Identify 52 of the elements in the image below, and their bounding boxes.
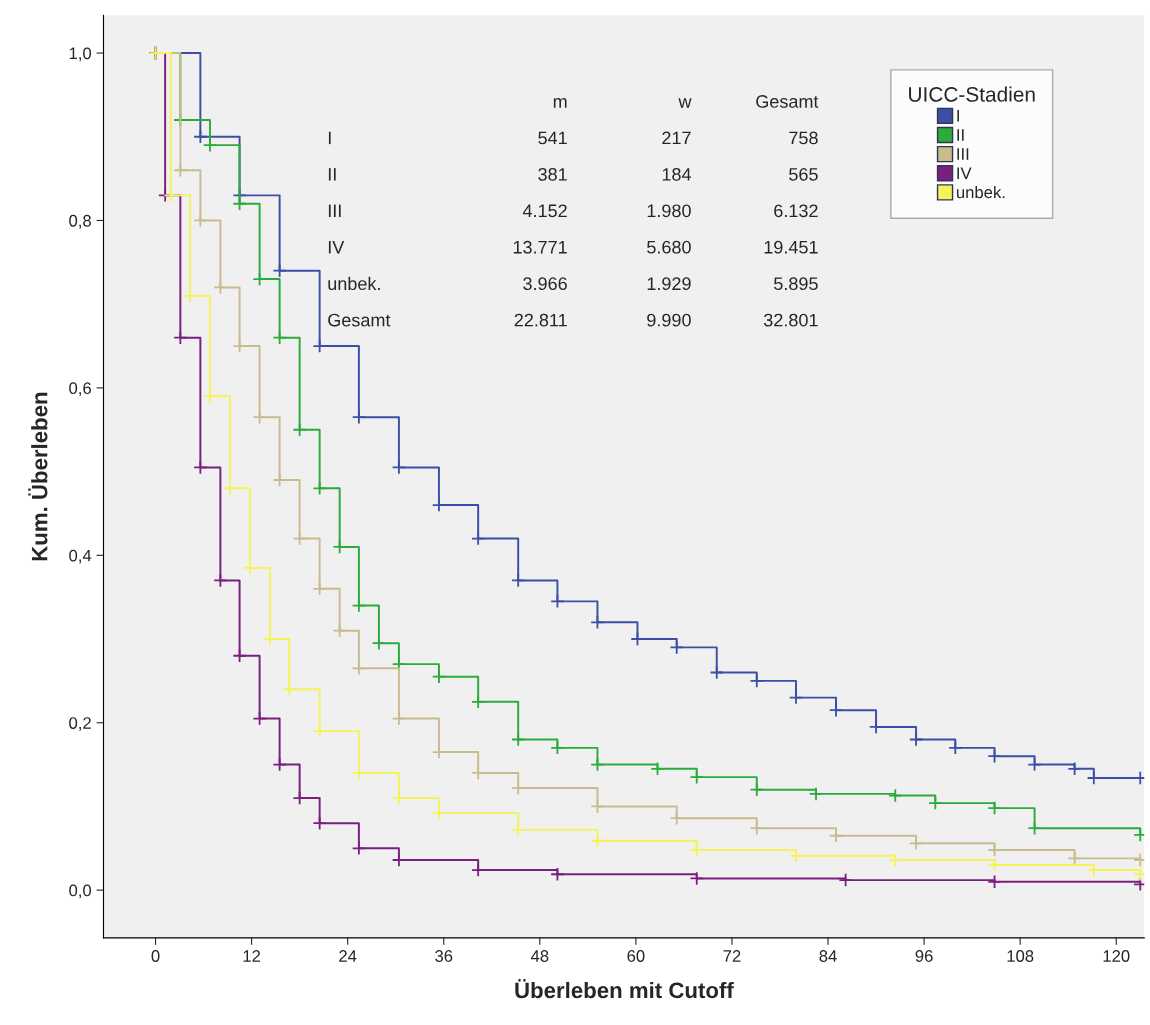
x-tick-label: 36 [435, 950, 453, 962]
annotation: 758 [789, 131, 818, 145]
annotation: 19.451 [764, 240, 818, 254]
annotation: unbek. [328, 276, 380, 291]
annotation: 5.680 [647, 240, 691, 254]
legend-label: III [957, 148, 969, 160]
annotation: III [328, 204, 341, 217]
annotation: 5.895 [774, 277, 818, 291]
x-tick-label: 12 [243, 950, 261, 962]
x-tick-label: 120 [1103, 950, 1130, 962]
x-tick-label: 96 [915, 950, 933, 962]
x-tick-label: 84 [819, 950, 837, 962]
annotation: 381 [538, 167, 567, 181]
x-tick-label: 60 [627, 950, 645, 962]
annotation: 32.801 [763, 313, 818, 327]
annotation: I [328, 131, 331, 145]
annotation: 565 [789, 167, 818, 181]
legend-label: unbek. [956, 186, 1005, 199]
y-tick-label: 0,6 [69, 382, 91, 397]
annotation: 1.929 [647, 277, 691, 291]
y-tick-label: 0,2 [69, 717, 91, 731]
x-tick-label: 48 [530, 950, 549, 962]
y-tick-label: 0,0 [69, 884, 92, 899]
annotation: 217 [662, 131, 691, 145]
annotation: 4.152 [522, 204, 567, 218]
annotation: 541 [538, 131, 567, 145]
annotation: Gesamt [756, 95, 819, 108]
x-axis-title: Überleben mit Cutoff [515, 979, 734, 999]
annotation: 184 [662, 167, 691, 181]
annotation: 9.990 [647, 313, 691, 327]
x-tick-label: 108 [1007, 950, 1034, 962]
y-tick-label: 0,8 [69, 214, 91, 229]
legend-label: I [957, 110, 959, 122]
annotation: IV [328, 241, 345, 254]
annotation: II [328, 168, 336, 181]
x-tick-label: 24 [339, 950, 357, 962]
annotation: 22.811 [514, 313, 567, 327]
y-tick-label: 1,0 [69, 47, 92, 62]
legend-title: UICC-Stadien [909, 86, 1035, 102]
annotation: 1.980 [647, 204, 691, 218]
annotation: m [553, 97, 567, 108]
x-tick-label: 72 [723, 950, 741, 962]
legend-label: II [957, 129, 964, 141]
annotation: Gesamt [328, 313, 391, 327]
annotation: 13.771 [513, 240, 567, 254]
y-axis-title: Kum. Überleben [28, 392, 48, 561]
x-tick-label: 0 [151, 950, 160, 962]
annotation: 6.132 [774, 204, 818, 218]
y-tick-label: 0,4 [69, 549, 92, 564]
annotation: w [678, 98, 692, 108]
legend-label: IV [957, 167, 972, 179]
annotation: 3.966 [523, 277, 567, 291]
